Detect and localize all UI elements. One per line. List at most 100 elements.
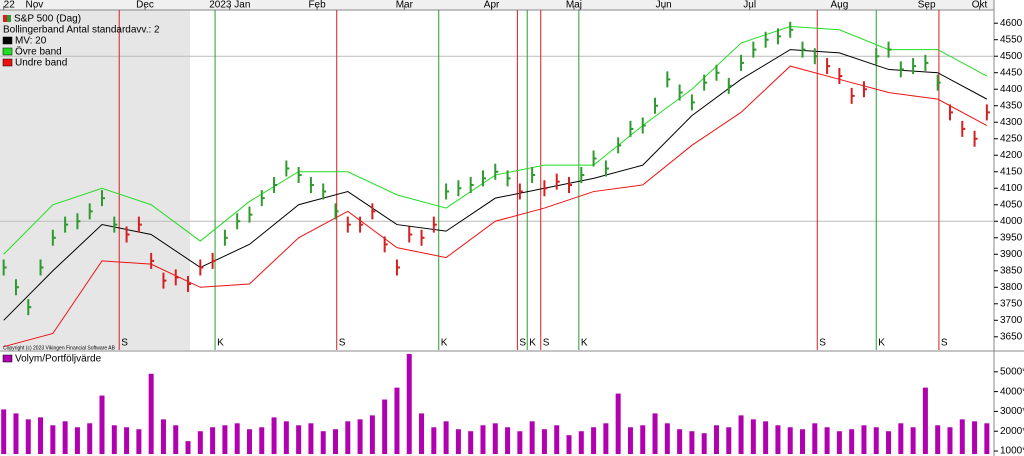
volume-bar [873, 427, 879, 454]
signal-label: K [581, 338, 588, 349]
price-bar [174, 269, 179, 286]
volume-bar [922, 387, 928, 454]
price-bar [2, 259, 7, 276]
volume-bar [173, 425, 179, 454]
volume-bar [492, 423, 498, 454]
legend-label: MV: 20 [15, 36, 47, 47]
price-bar [187, 275, 192, 292]
price-bar [162, 272, 167, 289]
y-tick-label: 4050 [1000, 199, 1023, 210]
volume-bar [603, 423, 609, 454]
price-bar [359, 216, 364, 233]
x-tick-label: 22 [4, 0, 16, 11]
price-bar [273, 176, 278, 193]
volume-bar [185, 441, 191, 454]
volume-bar [246, 429, 252, 454]
price-bar [322, 183, 327, 200]
volume-bar [160, 419, 166, 454]
y-tick-label: 4000 [1000, 216, 1023, 227]
x-tick-label: Jun [656, 0, 672, 11]
volume-bar [554, 425, 560, 454]
volume-bar [541, 429, 547, 454]
band-line [3, 65, 988, 348]
volume-bar [578, 431, 584, 454]
volume-bar [812, 423, 818, 454]
volume-bar [972, 421, 978, 454]
volume-bar [566, 435, 572, 454]
price-bar [899, 61, 904, 78]
volume-bar [750, 419, 756, 454]
price-bar [740, 54, 745, 71]
price-bar [101, 190, 106, 207]
legend-label: Övre band [15, 46, 62, 58]
y-tick-label: 3650 [1000, 331, 1023, 342]
price-bar [371, 203, 376, 220]
price-bar [408, 226, 413, 243]
price-bar [715, 64, 720, 81]
volume-bar [136, 429, 142, 454]
y-tick-label: 4150 [1000, 166, 1023, 177]
legend-swatch [2, 47, 13, 56]
history-shade [0, 10, 190, 350]
price-bar [236, 213, 241, 230]
volume-bar [234, 423, 240, 454]
price-bar [211, 252, 216, 269]
signal-label: K [878, 338, 885, 349]
price-bar [506, 170, 511, 187]
price-bar [543, 180, 548, 197]
volume-bar [959, 419, 965, 454]
price-bar [494, 163, 499, 180]
price-bar [383, 236, 388, 253]
price-bar [248, 206, 253, 223]
price-bar [604, 160, 609, 177]
signal-label: K [217, 338, 224, 349]
price-bar [14, 279, 19, 296]
volume-bar [1, 409, 7, 454]
price-bar [125, 226, 130, 243]
price-bar [690, 94, 695, 111]
y-tick-label: 4600 [1000, 18, 1023, 29]
volume-bar [345, 421, 351, 454]
price-bar [801, 41, 806, 58]
legend-label: Undre band [15, 58, 67, 69]
x-tick-label: 2023 Jan [209, 0, 250, 11]
y-tick-label: 4100 [1000, 183, 1023, 194]
legend-label: Volym/Portföljvärde [15, 354, 102, 365]
price-bar [826, 58, 831, 75]
x-tick-label: Aug [830, 0, 848, 11]
price-bar [457, 180, 462, 197]
signal-label: K [529, 338, 536, 349]
price-bar [875, 48, 880, 65]
x-tick-label: Dec [136, 0, 154, 11]
volume-bar [763, 421, 769, 454]
price-bar [678, 84, 683, 101]
x-tick-label: Feb [308, 0, 326, 11]
price-bar [531, 167, 536, 184]
volume-bar [148, 373, 154, 454]
x-tick-label: Sep [918, 0, 936, 11]
volume-bar [431, 427, 437, 454]
volume-bar [455, 429, 461, 454]
price-bar [838, 68, 843, 85]
volume-bar [124, 427, 130, 454]
price-bar [346, 216, 351, 233]
y-tick-label: 3900 [1000, 249, 1023, 260]
price-bar [285, 160, 290, 177]
volume-bar [25, 419, 31, 454]
volume-bar [701, 433, 707, 454]
volume-bar [38, 417, 44, 454]
price-bar [924, 54, 929, 71]
legend-swatch [2, 354, 13, 363]
volume-bar [271, 417, 277, 454]
volume-bar [222, 425, 228, 454]
x-tick-label: Mar [396, 0, 414, 11]
signal-label: S [519, 338, 526, 349]
x-tick-label: Okt [972, 0, 988, 11]
y-tick-label: 3700 [1000, 315, 1023, 326]
volume-bar [775, 425, 781, 454]
signal-label: S [121, 338, 128, 349]
price-bar [64, 216, 69, 233]
price-bar [592, 150, 597, 167]
price-panel: 3650 3700 3750 3800 3850 3900 3950 4000 4050 4100… [0, 0, 1023, 350]
price-bar [654, 97, 659, 114]
